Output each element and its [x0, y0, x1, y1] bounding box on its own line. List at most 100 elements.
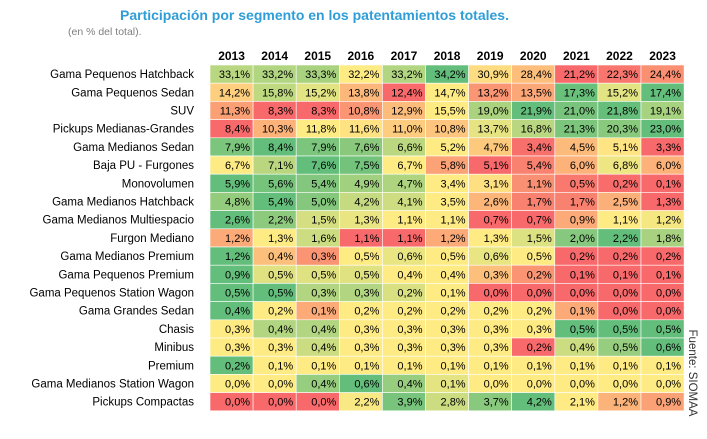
- cell-value: 10,8%: [348, 106, 379, 118]
- segment-label: SUV: [170, 106, 194, 118]
- cell-value: 0,3%: [354, 288, 379, 300]
- cell-value: 4,7%: [484, 142, 509, 154]
- cell-value: 0,3%: [484, 342, 509, 354]
- cell-value: 2,2%: [613, 233, 638, 245]
- cell-value: 0,5%: [527, 251, 552, 263]
- segment-label: Baja PU - Furgones: [93, 160, 194, 172]
- cell-value: 8,4%: [268, 142, 293, 154]
- cell-value: 5,4%: [311, 178, 336, 190]
- cell-value: 3,4%: [441, 178, 466, 190]
- cell-value: 0,1%: [570, 306, 595, 318]
- segment-label: Gama Pequenos Sedan: [71, 87, 194, 99]
- cell-value: 0,2%: [354, 306, 379, 318]
- cell-value: 0,5%: [354, 251, 379, 263]
- cell-value: 0,3%: [311, 288, 336, 300]
- cell-value: 0,3%: [225, 324, 250, 336]
- cell-value: 0,3%: [354, 324, 379, 336]
- cell-value: 10,8%: [434, 124, 465, 136]
- cell-value: 0,2%: [397, 306, 422, 318]
- cell-value: 21,8%: [607, 106, 638, 118]
- cell-value: 0,3%: [354, 342, 379, 354]
- cell-value: 1,2%: [441, 233, 466, 245]
- cell-value: 0,1%: [656, 360, 681, 372]
- cell-value: 0,3%: [441, 342, 466, 354]
- cell-value: 10,3%: [262, 124, 293, 136]
- chart-subtitle: (en % del total).: [68, 26, 142, 38]
- cell-value: 12,4%: [391, 87, 422, 99]
- cell-value: 0,0%: [656, 288, 681, 300]
- cell-value: 2,2%: [268, 215, 293, 227]
- cell-value: 7,9%: [311, 142, 336, 154]
- cell-value: 4,1%: [397, 197, 422, 209]
- cell-value: 5,2%: [441, 142, 466, 154]
- cell-value: 4,2%: [527, 397, 552, 409]
- cell-value: 2,6%: [225, 215, 250, 227]
- cell-value: 1,3%: [656, 197, 681, 209]
- cell-value: 0,7%: [484, 215, 509, 227]
- cell-value: 21,3%: [564, 124, 595, 136]
- cell-value: 2,5%: [613, 197, 638, 209]
- cell-value: 6,0%: [656, 160, 681, 172]
- cell-value: 19,0%: [477, 106, 508, 118]
- cell-value: 22,3%: [607, 69, 638, 81]
- cell-value: 1,7%: [570, 197, 595, 209]
- cell-value: 0,4%: [570, 342, 595, 354]
- cell-value: 0,5%: [570, 324, 595, 336]
- cell-value: 0,2%: [613, 251, 638, 263]
- segment-label: Gama Medianos Station Wagon: [31, 379, 194, 391]
- cell-value: 15,2%: [305, 87, 336, 99]
- cell-value: 1,2%: [225, 251, 250, 263]
- segment-label: Gama Medianos Sedan: [73, 142, 194, 154]
- cell-value: 0,4%: [441, 269, 466, 281]
- cell-value: 0,5%: [354, 269, 379, 281]
- cell-value: 8,3%: [268, 106, 293, 118]
- cell-value: 5,0%: [311, 197, 336, 209]
- cell-value: 5,8%: [441, 160, 466, 172]
- cell-value: 0,2%: [484, 306, 509, 318]
- cell-value: 0,0%: [268, 379, 293, 391]
- cell-value: 0,5%: [311, 269, 336, 281]
- cell-value: 5,4%: [527, 160, 552, 172]
- cell-value: 34,2%: [434, 69, 465, 81]
- cell-value: 33,2%: [262, 69, 293, 81]
- cell-value: 6,7%: [225, 160, 250, 172]
- cell-value: 0,3%: [397, 342, 422, 354]
- cell-value: 11,3%: [220, 106, 251, 118]
- cell-value: 0,5%: [656, 324, 681, 336]
- cell-value: 5,1%: [484, 160, 509, 172]
- cell-value: 6,8%: [613, 160, 638, 172]
- cell-value: 33,1%: [219, 69, 250, 81]
- cell-value: 21,0%: [564, 106, 595, 118]
- cell-value: 0,3%: [311, 251, 336, 263]
- cell-value: 0,4%: [225, 306, 250, 318]
- cell-value: 0,2%: [570, 251, 595, 263]
- cell-value: 4,5%: [570, 142, 595, 154]
- cell-value: 32,2%: [348, 69, 379, 81]
- cell-value: 1,3%: [268, 233, 293, 245]
- segment-label: Furgon Mediano: [110, 233, 194, 245]
- cell-value: 0,5%: [268, 269, 293, 281]
- cell-value: 3,9%: [397, 397, 422, 409]
- cell-value: 28,4%: [521, 69, 552, 81]
- cell-value: 0,5%: [570, 178, 595, 190]
- cell-value: 0,1%: [354, 360, 379, 372]
- cell-value: 0,1%: [268, 360, 293, 372]
- cell-value: 0,1%: [311, 306, 336, 318]
- cell-value: 0,0%: [656, 306, 681, 318]
- cell-value: 8,3%: [311, 106, 336, 118]
- cell-value: 0,4%: [311, 342, 336, 354]
- cell-value: 0,0%: [570, 379, 595, 391]
- cell-value: 4,9%: [354, 178, 379, 190]
- cell-value: 2,8%: [441, 397, 466, 409]
- cell-value: 0,9%: [656, 397, 681, 409]
- cell-value: 1,1%: [397, 233, 422, 245]
- cell-value: 7,5%: [354, 160, 379, 172]
- cell-value: 0,2%: [268, 306, 293, 318]
- cell-value: 21,9%: [521, 106, 552, 118]
- cell-value: 6,0%: [570, 160, 595, 172]
- cell-value: 1,8%: [656, 233, 681, 245]
- cell-value: 1,2%: [225, 233, 250, 245]
- cell-value: 0,2%: [225, 360, 250, 372]
- year-header-2020: 2020: [520, 49, 547, 63]
- cell-value: 3,1%: [484, 178, 509, 190]
